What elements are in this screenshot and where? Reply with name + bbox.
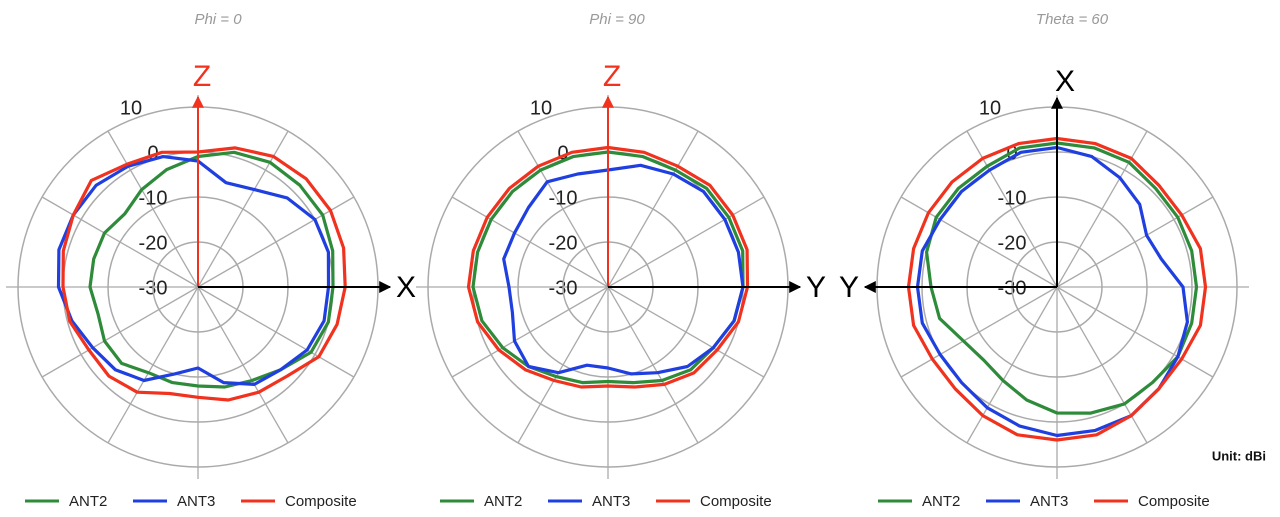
r-tick-label: 0	[147, 142, 158, 164]
axis-up-label: X	[1055, 65, 1075, 98]
series-line	[61, 146, 347, 402]
chart-title: Phi = 90	[589, 11, 645, 28]
legend-label: ANT2	[922, 493, 960, 510]
r-tick-label: -20	[998, 232, 1027, 254]
series-line	[466, 145, 750, 389]
series-line	[502, 163, 745, 376]
axis-up-label: Z	[193, 60, 211, 93]
r-tick-label: -10	[549, 187, 578, 209]
axis-side-label: Y	[839, 271, 859, 304]
series-line	[915, 145, 1189, 438]
r-tick-label: -10	[139, 187, 168, 209]
r-tick-label: 10	[979, 97, 1001, 119]
r-tick-label: 0	[557, 142, 568, 164]
legend-label: ANT3	[592, 493, 630, 510]
series-line	[906, 136, 1208, 442]
chart-title: Phi = 0	[194, 11, 242, 28]
legend-label: Composite	[285, 493, 357, 510]
axis-side-label: Y	[806, 271, 826, 304]
axis-side-label: X	[396, 271, 416, 304]
annotation: Unit: dBi	[1212, 448, 1266, 463]
legend-label: ANT2	[69, 493, 107, 510]
axis-up-label: Z	[603, 60, 621, 93]
r-tick-label: -10	[998, 187, 1027, 209]
series-line	[88, 150, 335, 389]
chart-title: Theta = 60	[1036, 11, 1109, 28]
r-tick-label: -20	[549, 232, 578, 254]
r-tick-label: 10	[120, 97, 142, 119]
r-tick-label: 10	[530, 97, 552, 119]
legend-label: ANT2	[484, 493, 522, 510]
legend-label: ANT3	[177, 493, 215, 510]
series-line	[56, 155, 331, 386]
series-line	[925, 141, 1199, 415]
r-tick-label: -20	[139, 232, 168, 254]
legend-label: Composite	[700, 493, 772, 510]
series-line	[471, 150, 745, 385]
legend-label: Composite	[1138, 493, 1210, 510]
legend-label: ANT3	[1030, 493, 1068, 510]
